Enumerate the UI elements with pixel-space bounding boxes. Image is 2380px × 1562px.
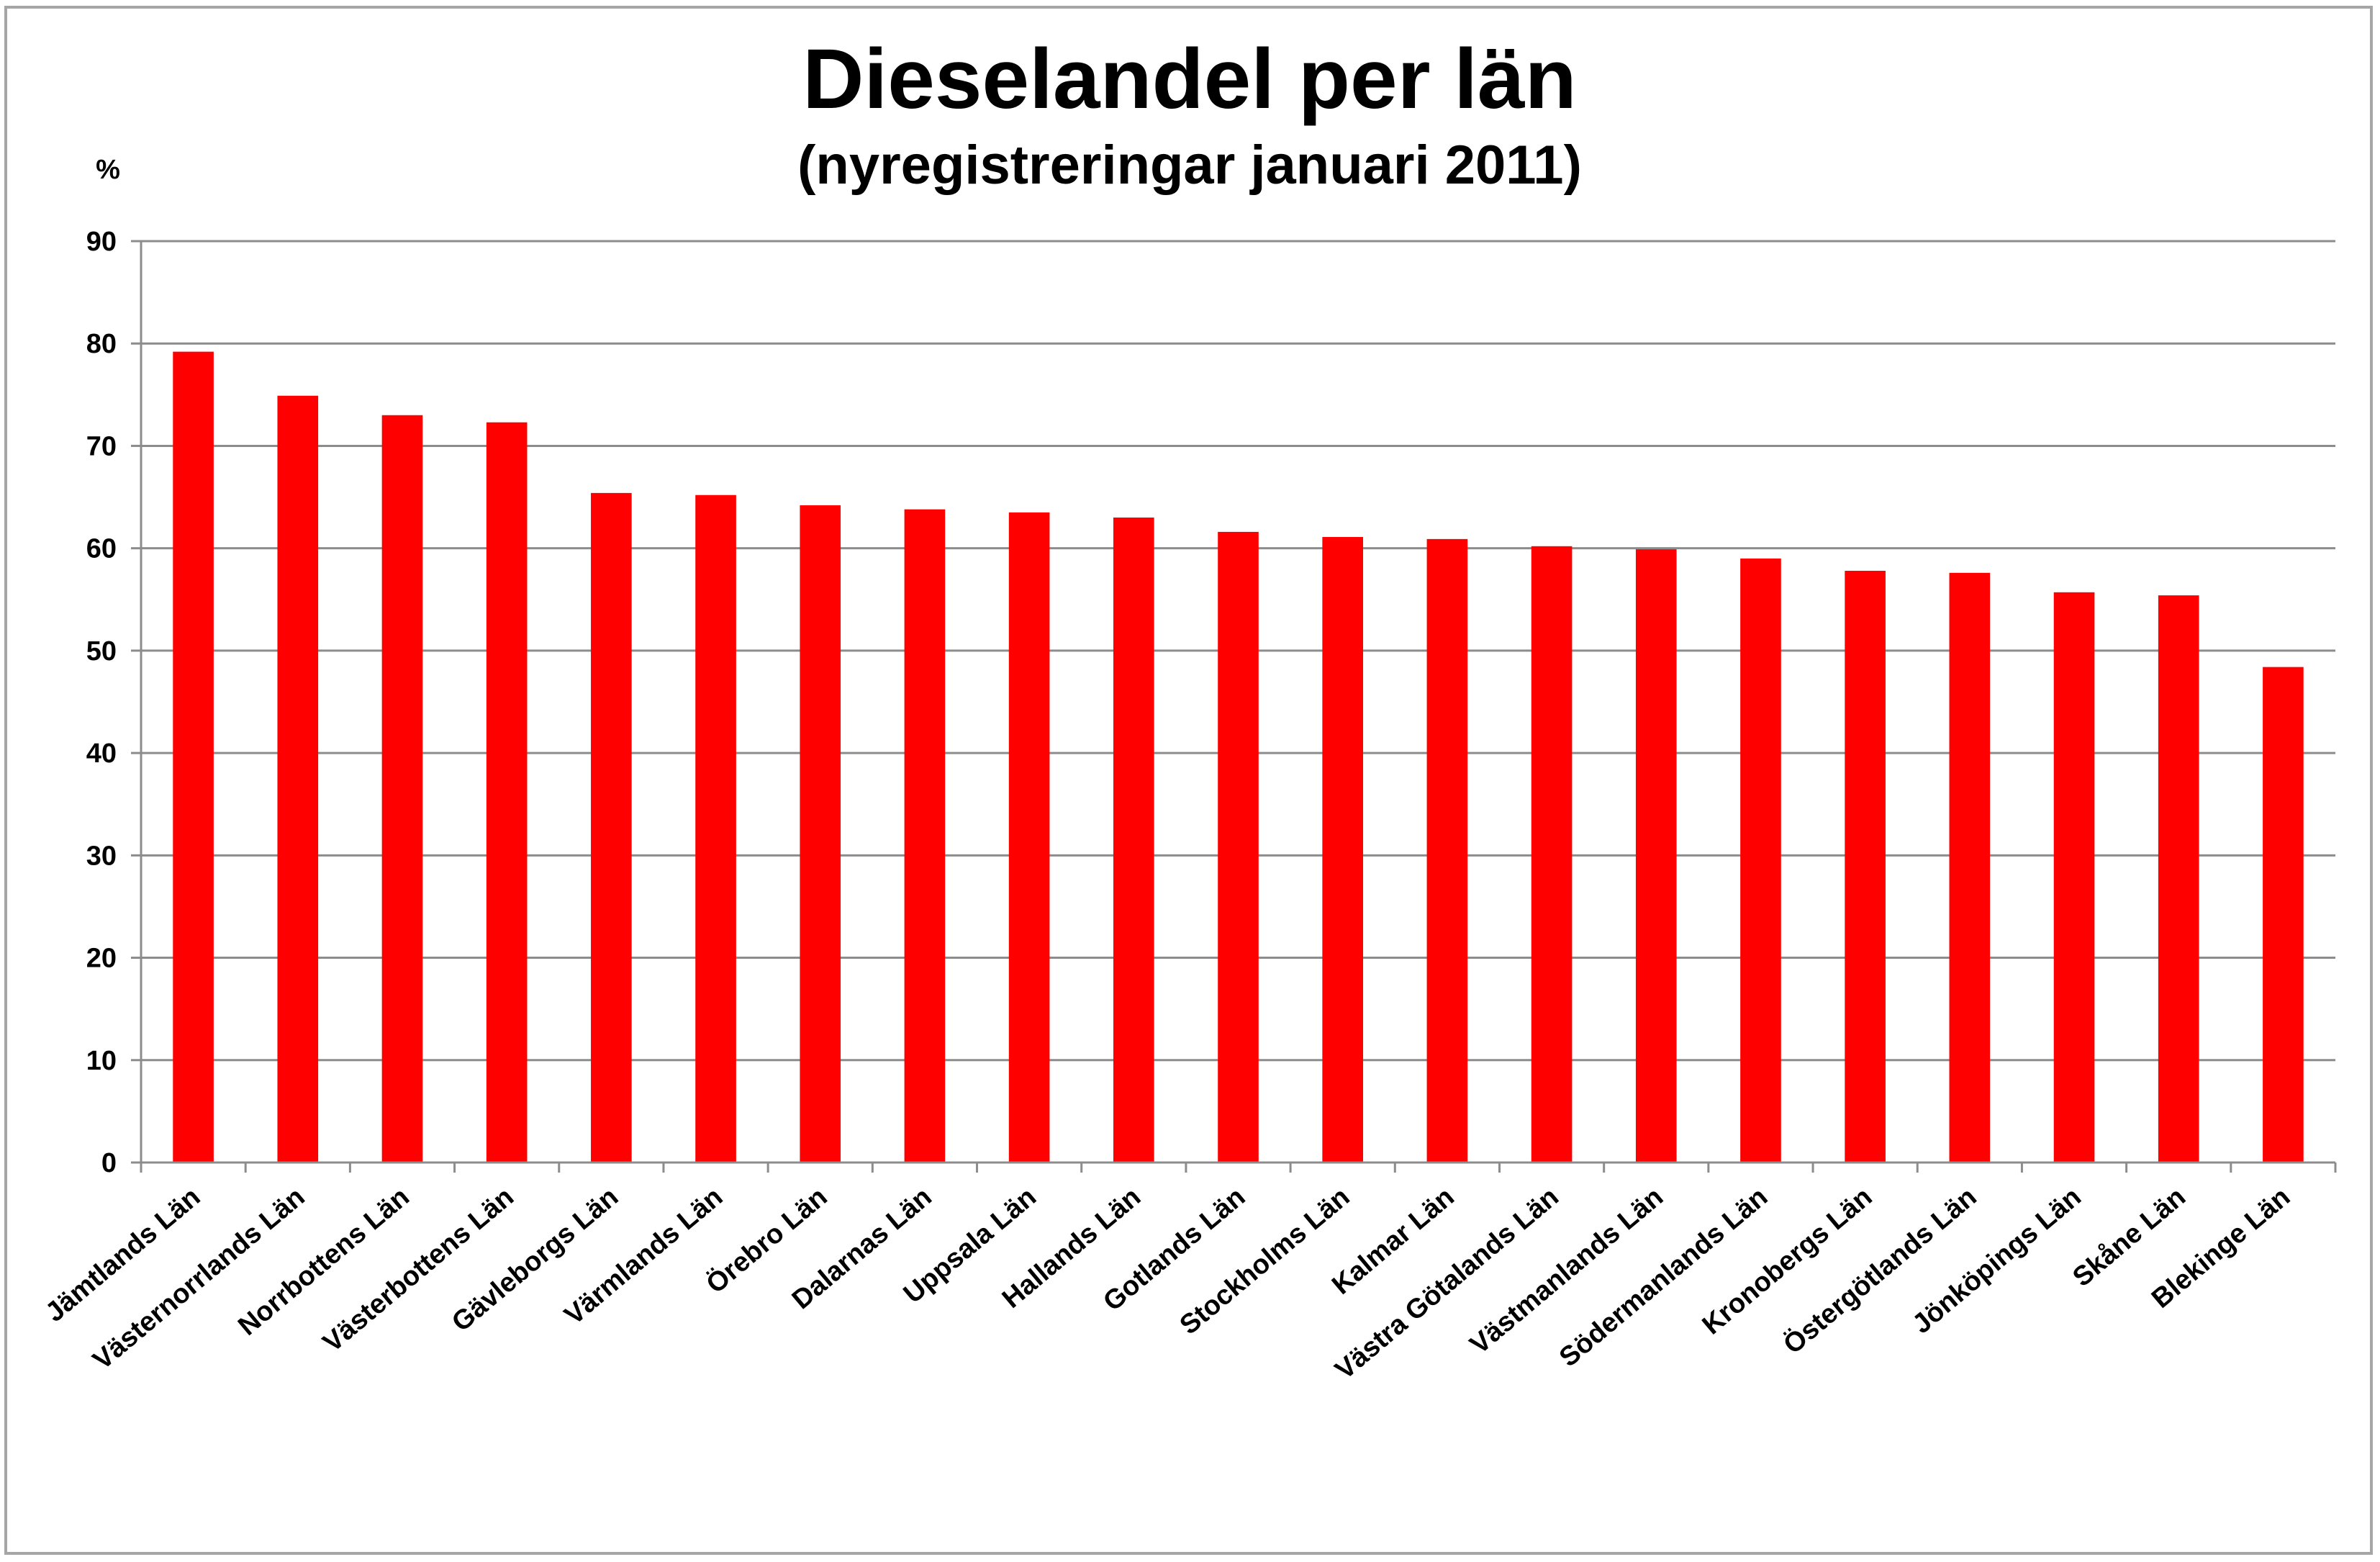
y-tick-label: 90 — [86, 227, 117, 257]
x-tick-label: Västmanlands Län — [1465, 1182, 1669, 1360]
bar — [1218, 531, 1259, 1163]
x-tick-label: Stockholms Län — [1175, 1182, 1356, 1341]
bar — [486, 422, 528, 1163]
x-tick-label: Norrbottens Län — [232, 1182, 415, 1342]
bar — [2158, 595, 2199, 1163]
x-tick-label: Västerbottens Län — [317, 1182, 520, 1358]
bar — [1949, 572, 1991, 1163]
bar — [1426, 538, 1468, 1163]
x-tick-label: Västernorrlands Län — [87, 1182, 310, 1376]
bar — [1008, 512, 1050, 1163]
y-tick-label: 20 — [86, 944, 117, 974]
bar — [695, 495, 736, 1163]
y-tick-label: 10 — [86, 1046, 117, 1076]
bar — [1740, 558, 1781, 1163]
bar — [1845, 570, 1886, 1163]
y-tick-label: 30 — [86, 841, 117, 871]
bar — [1322, 537, 1364, 1163]
y-tick-labels: 0 10 20 30 40 50 60 70 80 90 — [86, 227, 117, 1178]
x-tick-label: Södermanlands Län — [1554, 1182, 1773, 1373]
bar — [381, 415, 423, 1163]
y-tick-label: 70 — [86, 431, 117, 461]
y-tick-label: 80 — [86, 329, 117, 359]
bar — [1113, 518, 1154, 1163]
bar — [2053, 592, 2095, 1163]
bar — [1635, 549, 1677, 1163]
chart-title: Dieselandel per län — [802, 32, 1577, 127]
y-tick-label: 50 — [86, 636, 117, 667]
bar — [591, 492, 632, 1163]
bar — [904, 509, 946, 1163]
chart-frame — [4, 6, 2373, 1555]
bar — [173, 351, 214, 1163]
bar — [1531, 546, 1573, 1163]
bar — [2263, 667, 2304, 1163]
chart-subtitle: (nyregistreringar januari 2011) — [797, 135, 1582, 196]
y-tick-label: 40 — [86, 739, 117, 769]
bar — [277, 395, 319, 1163]
axes — [131, 240, 2337, 1173]
bars — [173, 351, 2304, 1163]
y-axis-unit-label: % — [96, 155, 120, 185]
x-tick-label: Östergötlands Län — [1778, 1181, 1983, 1360]
y-tick-label: 0 — [101, 1148, 117, 1178]
bar — [800, 505, 841, 1163]
x-tick-label: Kronobergs Län — [1697, 1182, 1878, 1341]
y-tick-label: 60 — [86, 534, 117, 564]
